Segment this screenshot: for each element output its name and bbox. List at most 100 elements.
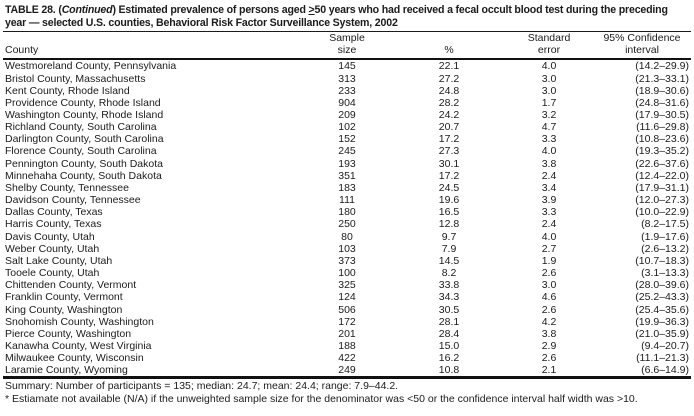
cell-confidence-interval: (25.2–43.3) <box>635 291 689 304</box>
col-header-percent: % <box>393 32 505 61</box>
cell-sample-size: 180 <box>338 206 356 219</box>
cell-percent: 14.5 <box>438 254 460 267</box>
cell-confidence-interval: (9.4–20.7) <box>641 339 689 352</box>
cell-percent: 24.2 <box>438 109 460 121</box>
cell-percent: 8.2 <box>441 267 457 280</box>
cell-county: Bristol County, Massachusetts <box>5 72 146 85</box>
cell-percent: 33.8 <box>438 279 460 292</box>
title-rest: 50 years who had received a fecal occult… <box>5 4 668 29</box>
cell-county: King County, Washington <box>5 303 123 316</box>
footnote-line: * Estiamate not available (N/A) if the u… <box>5 393 638 406</box>
cell-sample-size: 209 <box>338 109 356 121</box>
cell-sample-size: 111 <box>339 194 355 207</box>
cell-standard-error: 3.4 <box>541 181 557 194</box>
cell-percent: 17.2 <box>438 133 460 146</box>
cell-county: Dallas County, Texas <box>5 206 103 219</box>
table-row: Kanawha County, West Virginia 188 15.0 2.9 (… <box>3 340 691 352</box>
table-row: Providence County, Rhode Island 904 28.2 1.… <box>3 97 691 109</box>
cell-confidence-interval: (10.8–23.6) <box>635 133 689 146</box>
cell-percent: 16.5 <box>438 206 460 219</box>
cell-confidence-interval: (2.6–13.2) <box>641 242 689 255</box>
table-row: Snohomish County, Washington 172 28.1 4.2 (1… <box>3 316 691 328</box>
table-row: Milwaukee County, Wisconsin 422 16.2 2.6 (11… <box>3 352 691 364</box>
col-header-standard-error: Standard error <box>505 32 593 61</box>
cell-sample-size: 100 <box>338 267 356 280</box>
cell-standard-error: 2.4 <box>541 218 557 231</box>
cell-standard-error: 2.1 <box>541 364 557 377</box>
cell-percent: 28.1 <box>438 315 460 328</box>
document-page: TABLE 28. (Continued) Estimated prevalen… <box>3 4 691 406</box>
cell-sample-size: 250 <box>338 218 356 231</box>
cell-standard-error: 3.0 <box>541 72 557 85</box>
cell-confidence-interval: (10.7–18.3) <box>635 254 689 267</box>
cell-sample-size: 373 <box>338 254 356 267</box>
col-header-confidence-interval: 95% Confidence interval <box>593 32 691 61</box>
cell-county: Chittenden County, Vermont <box>5 279 137 292</box>
cell-confidence-interval: (21.3–33.1) <box>635 72 689 85</box>
table-row: Harris County, Texas 250 12.8 2.4 (8.2–17.5) <box>3 218 691 230</box>
cell-confidence-interval: (8.2–17.5) <box>641 218 689 231</box>
cell-confidence-interval: (14.2–29.9) <box>635 60 689 73</box>
cell-standard-error: 2.7 <box>541 242 557 255</box>
table-row: Salt Lake County, Utah 373 14.5 1.9 (10.7–18… <box>3 255 691 267</box>
cell-percent: 28.2 <box>438 96 460 109</box>
cell-standard-error: 4.0 <box>541 145 557 158</box>
cell-confidence-interval: (11.6–29.8) <box>636 121 689 134</box>
cell-confidence-interval: (11.1–21.3) <box>636 352 689 365</box>
cell-sample-size: 103 <box>338 242 356 255</box>
title-after-continued: ) Estimated prevalence of persons aged <box>112 4 309 16</box>
cell-standard-error: 3.3 <box>541 206 557 219</box>
cell-percent: 24.8 <box>438 84 460 97</box>
table-row: Franklin County, Vermont 124 34.3 4.6 (25.2–… <box>3 291 691 303</box>
cell-percent: 9.7 <box>441 230 457 243</box>
table-row: Florence County, South Carolina 245 27.3 4.… <box>3 145 691 157</box>
cell-standard-error: 4.0 <box>541 60 557 73</box>
cell-standard-error: 2.9 <box>541 339 557 352</box>
cell-percent: 30.1 <box>438 157 460 170</box>
cell-confidence-interval: (12.4–22.0) <box>635 169 689 182</box>
table-row: King County, Washington 506 30.5 2.6 (25.4–3… <box>3 304 691 316</box>
cell-county: Florence County, South Carolina <box>5 145 157 158</box>
cell-sample-size: 193 <box>338 157 356 170</box>
cell-confidence-interval: (24.8–31.6) <box>635 96 689 109</box>
cell-county: Pennington County, South Dakota <box>5 157 163 170</box>
cell-sample-size: 152 <box>338 133 356 146</box>
cell-standard-error: 3.3 <box>541 133 557 146</box>
cell-sample-size: 102 <box>338 121 356 134</box>
cell-county: Providence County, Rhode Island <box>5 96 161 109</box>
cell-percent: 16.2 <box>438 352 460 365</box>
cell-standard-error: 3.8 <box>541 157 557 170</box>
table-row: Dallas County, Texas 180 16.5 3.3 (10.0–22.9… <box>3 206 691 218</box>
table-row: Washington County, Rhode Island 209 24.2 3.… <box>3 109 691 121</box>
cell-county: Westmoreland County, Pennsylvania <box>5 60 177 73</box>
cell-standard-error: 3.9 <box>541 194 557 207</box>
cell-standard-error: 1.9 <box>541 254 557 267</box>
cell-county: Davidson County, Tennessee <box>5 194 141 207</box>
cell-county: Darlington County, South Carolina <box>5 133 164 146</box>
cell-sample-size: 188 <box>338 339 356 352</box>
cell-county: Snohomish County, Washington <box>5 315 154 328</box>
summary-line: Summary: Number of participants = 135; m… <box>5 380 399 393</box>
page-title: TABLE 28. (Continued) Estimated prevalen… <box>3 4 691 29</box>
table-row: Chittenden County, Vermont 325 33.8 3.0 (28.… <box>3 279 691 291</box>
cell-confidence-interval: (19.3–35.2) <box>635 145 689 158</box>
table-row: Kent County, Rhode Island 233 24.8 3.0 (18.9… <box>3 85 691 97</box>
cell-county: Shelby County, Tennessee <box>5 181 129 194</box>
cell-sample-size: 80 <box>341 230 353 243</box>
cell-confidence-interval: (10.0–22.9) <box>635 206 689 219</box>
greater-equal-symbol: > <box>308 4 315 16</box>
cell-confidence-interval: (28.0–39.6) <box>635 279 689 292</box>
cell-sample-size: 506 <box>338 303 356 316</box>
cell-confidence-interval: (3.1–13.3) <box>641 267 689 280</box>
title-divider <box>3 31 691 33</box>
cell-percent: 22.1 <box>438 60 460 73</box>
cell-county: Richland County, South Carolina <box>5 121 157 134</box>
cell-percent: 20.7 <box>438 121 460 134</box>
cell-percent: 28.4 <box>438 327 460 340</box>
cell-county: Laramie County, Wyoming <box>5 364 128 377</box>
title-prefix: TABLE 28. ( <box>5 4 62 16</box>
cell-percent: 17.2 <box>438 169 460 182</box>
cell-county: Harris County, Texas <box>5 218 102 231</box>
table-row: Tooele County, Utah 100 8.2 2.6 (3.1–13.3) <box>3 267 691 279</box>
cell-standard-error: 2.6 <box>541 352 557 365</box>
